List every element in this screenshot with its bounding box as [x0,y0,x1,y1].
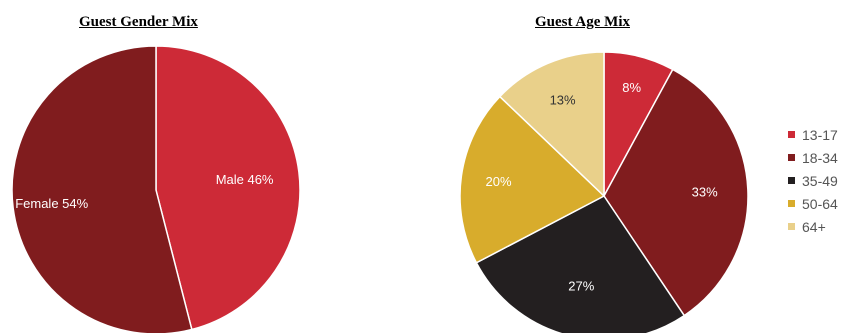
legend-item: 50-64 [788,192,838,215]
age-legend: 13-17 18-34 35-49 50-64 64+ [788,123,838,238]
gender-slice-female [11,45,193,333]
age-chart-title: Guest Age Mix [535,14,630,30]
legend-swatch [788,177,795,184]
legend-item: 13-17 [788,123,838,146]
legend-swatch [788,131,795,138]
legend-label: 18-34 [802,149,838,166]
legend-item: 35-49 [788,169,838,192]
legend-label: 64+ [802,218,826,235]
gender-slice-label: Female 54% [15,196,88,211]
gender-slice-label: Male 46% [216,172,274,187]
age-slice-50-64 [459,95,606,264]
legend-swatch [788,200,795,207]
gender-slice-male [155,45,301,331]
legend-label: 50-64 [802,195,838,212]
age-slice-label: 20% [485,174,511,189]
legend-item: 18-34 [788,146,838,169]
age-slice-18-34 [603,68,749,317]
age-slice-label: 33% [692,184,718,199]
age-slice-label: 13% [550,92,576,107]
age-slice-label: 27% [568,278,594,293]
legend-swatch [788,154,795,161]
legend-label: 13-17 [802,126,838,143]
age-slice-64- [498,51,605,198]
age-slice-label: 8% [622,80,641,95]
gender-chart-title: Guest Gender Mix [79,14,198,30]
legend-label: 35-49 [802,172,838,189]
legend-item: 64+ [788,215,838,238]
legend-swatch [788,223,795,230]
age-slice-35-49 [475,195,686,333]
